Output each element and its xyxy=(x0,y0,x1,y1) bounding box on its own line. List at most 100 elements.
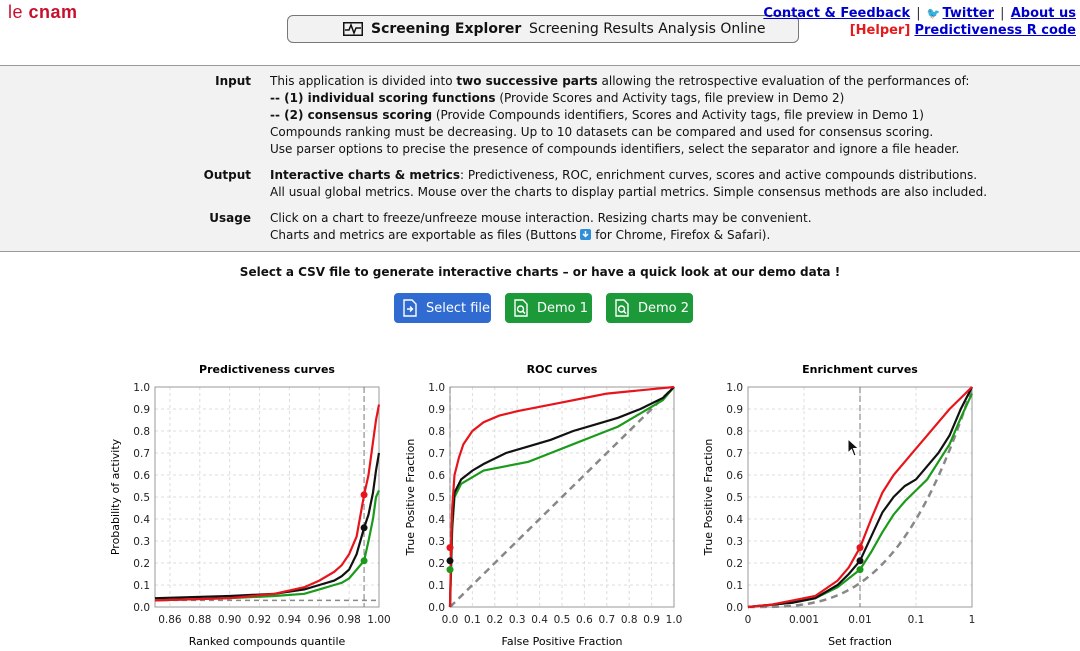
series-marker-red xyxy=(446,544,454,552)
series-marker-red xyxy=(360,491,368,499)
enrichment-chart[interactable]: Enrichment curves 0.0 0.1 0.2 0.3 0.4 0.5 0.6 0.… xyxy=(698,358,988,651)
file-search-icon xyxy=(514,299,528,317)
twitter-link[interactable]: Twitter xyxy=(942,6,995,21)
input-line1-a: This application is divided into xyxy=(270,74,457,88)
about-link[interactable]: About us xyxy=(1010,6,1076,21)
x-tick-label: 0.01 xyxy=(848,614,871,626)
y-tick-label: 0.5 xyxy=(726,492,743,504)
app-title-bar: Screening Explorer Screening Results Ana… xyxy=(287,15,799,43)
y-tick-label: 0.4 xyxy=(428,514,445,526)
series-marker-black xyxy=(446,557,454,565)
usage-line2-a: Charts and metrics are exportable as fil… xyxy=(270,228,581,242)
input-line1-b: two successive parts xyxy=(456,74,598,88)
y-tick-label: 0.9 xyxy=(428,404,445,416)
x-tick-label: 1.00 xyxy=(367,614,390,626)
x-tick-label: 0.96 xyxy=(308,614,332,626)
y-tick-label: 0.0 xyxy=(726,602,743,614)
x-tick-label: 0.8 xyxy=(621,614,638,626)
x-tick-label: 1.0 xyxy=(666,614,683,626)
download-icon xyxy=(580,229,592,240)
info-panel: Input This application is divided into t… xyxy=(0,65,1080,252)
chart-title: Enrichment curves xyxy=(802,363,918,376)
series-line-red xyxy=(747,386,973,609)
usage-text: Click on a chart to freeze/unfreeze mous… xyxy=(270,210,1070,244)
x-tick-label: 0.2 xyxy=(486,614,503,626)
y-tick-label: 0.3 xyxy=(428,536,445,548)
select-file-label: Select file xyxy=(426,300,491,316)
y-tick-label: 0.5 xyxy=(133,492,150,504)
x-tick-label: 0 xyxy=(745,614,752,626)
series-line-black xyxy=(448,386,675,608)
predictiveness-r-code-link[interactable]: Predictiveness R code xyxy=(914,23,1076,38)
random-reference-line xyxy=(748,386,974,609)
y-tick-label: 0.9 xyxy=(133,404,150,416)
logo-light: le xyxy=(8,2,29,22)
app-name: Screening Explorer xyxy=(371,21,522,37)
y-tick-label: 0.6 xyxy=(133,470,150,482)
output-text: Interactive charts & metrics: Predictive… xyxy=(270,167,1070,201)
separator: | xyxy=(916,6,921,21)
roc-chart-svg[interactable]: ROC curves 0.0 0.1 0.2 0.3 0.4 0.5 0.6 0.7 0.8 0.9… xyxy=(400,358,690,651)
twitter-bird-icon: 🐦 xyxy=(926,7,941,20)
usage-line1: Click on a chart to freeze/unfreeze mous… xyxy=(270,211,812,225)
select-prompt: Select a CSV file to generate interactiv… xyxy=(239,265,841,279)
contact-link[interactable]: Contact & Feedback xyxy=(763,6,911,21)
roc-chart[interactable]: ROC curves 0.0 0.1 0.2 0.3 0.4 0.5 0.6 0.7 0.8 0.9… xyxy=(400,358,690,651)
y-tick-label: 0.6 xyxy=(726,470,743,482)
y-tick-label: 0.2 xyxy=(133,558,150,570)
y-tick-label: 0.6 xyxy=(428,470,445,482)
predictiveness-chart-svg[interactable]: Predictiveness curves 0.0 0.1 0.2 0.3 0.4 0.5 0… xyxy=(105,358,395,651)
x-tick-label: 0.1 xyxy=(908,614,925,626)
y-tick-label: 1.0 xyxy=(133,382,150,394)
series-marker-black xyxy=(360,524,368,532)
y-axis-label: True Positive Fraction xyxy=(404,439,417,557)
series-marker-red xyxy=(856,544,864,552)
pulse-icon xyxy=(343,22,363,36)
enrichment-chart-svg[interactable]: Enrichment curves 0.0 0.1 0.2 0.3 0.4 0.5 0.6 0.… xyxy=(698,358,988,651)
series-line-green xyxy=(154,489,381,602)
x-tick-label: 0.4 xyxy=(531,614,548,626)
app-subtitle: Screening Results Analysis Online xyxy=(529,21,766,37)
y-tick-label: 0.4 xyxy=(133,514,150,526)
separator: | xyxy=(1000,6,1005,21)
y-tick-label: 0.5 xyxy=(428,492,445,504)
helper-label: [Helper] xyxy=(849,23,911,38)
x-tick-label: 0.98 xyxy=(337,614,360,626)
x-tick-label: 1 xyxy=(969,614,976,626)
x-tick-label: 0.5 xyxy=(554,614,571,626)
series-marker-green xyxy=(856,566,864,574)
select-file-button[interactable]: Select file xyxy=(394,293,491,323)
demo2-button[interactable]: Demo 2 xyxy=(606,293,693,323)
y-tick-label: 0.1 xyxy=(133,580,150,592)
y-tick-label: 0.1 xyxy=(428,580,445,592)
series-marker-green xyxy=(360,557,368,565)
output-line1-a: Interactive charts & metrics xyxy=(270,168,461,182)
logo-bold: cnam xyxy=(28,2,78,22)
series-line-black xyxy=(747,386,973,609)
series-marker-black xyxy=(856,557,864,565)
chart-title: Predictiveness curves xyxy=(199,363,335,376)
y-tick-label: 0.8 xyxy=(428,426,445,438)
predictiveness-chart[interactable]: Predictiveness curves 0.0 0.1 0.2 0.3 0.4 0.5 0… xyxy=(105,358,395,651)
y-tick-label: 0.3 xyxy=(726,536,743,548)
x-axis-label: Set fraction xyxy=(828,635,892,648)
x-tick-label: 0.6 xyxy=(576,614,593,626)
y-tick-label: 0.7 xyxy=(133,448,150,460)
chart-title: ROC curves xyxy=(527,363,598,376)
y-tick-label: 0.4 xyxy=(726,514,743,526)
y-tick-label: 0.0 xyxy=(428,602,445,614)
x-tick-label: 0.001 xyxy=(789,614,819,626)
y-tick-label: 0.7 xyxy=(428,448,445,460)
series-marker-green xyxy=(446,566,454,574)
input-line3-b: (Provide Compounds identifiers, Scores a… xyxy=(432,108,924,122)
x-axis-label: False Positive Fraction xyxy=(502,635,623,648)
y-axis-label: True Positive Fraction xyxy=(702,439,715,557)
input-line1-c: allowing the retrospective evaluation of… xyxy=(597,74,970,88)
y-tick-label: 0.2 xyxy=(726,558,743,570)
output-label: Output xyxy=(203,168,251,182)
y-tick-label: 0.3 xyxy=(133,536,150,548)
demo1-button[interactable]: Demo 1 xyxy=(505,293,592,323)
x-tick-label: 0.92 xyxy=(248,614,271,626)
cnam-logo[interactable]: le cnam xyxy=(8,2,78,23)
demo2-label: Demo 2 xyxy=(638,300,690,316)
